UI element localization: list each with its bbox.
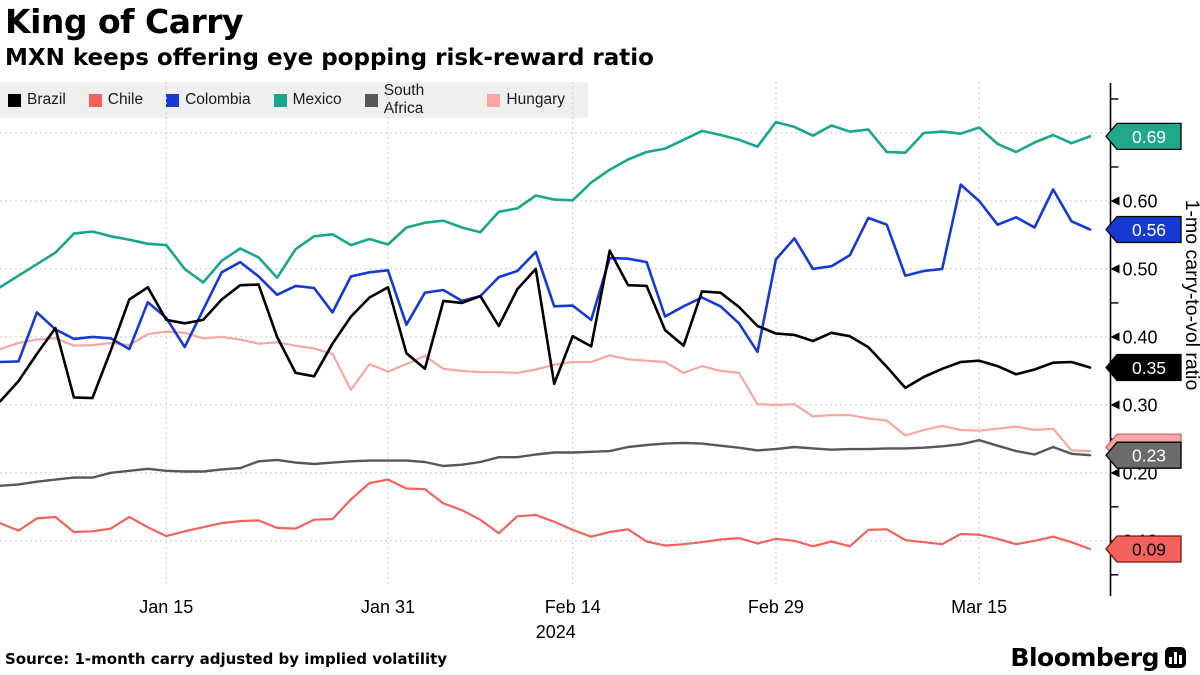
value-badge-mexico bbox=[1105, 122, 1182, 151]
value-badge-label: 0.56 bbox=[1132, 220, 1166, 240]
legend-label: South Africa bbox=[383, 82, 425, 117]
y-tick-arrow bbox=[1110, 468, 1120, 478]
y-tick-arrow bbox=[1110, 400, 1120, 410]
y-tick-arrow bbox=[1110, 264, 1120, 274]
legend-label: Mexico bbox=[292, 91, 342, 108]
legend-label: Chile bbox=[107, 91, 144, 108]
series-line-chile bbox=[0, 478, 1092, 551]
x-tick-label: Jan 31 bbox=[361, 597, 415, 617]
y-tick-label: 0.50 bbox=[1123, 259, 1158, 279]
y-tick-arrow bbox=[1110, 196, 1120, 206]
bloomberg-logo-text: Bloomberg bbox=[1010, 643, 1159, 672]
source-note: Source: 1-month carry adjusted by implie… bbox=[5, 650, 448, 668]
y-tick-label: 0.40 bbox=[1123, 327, 1158, 347]
legend-item-mexico: Mexico bbox=[273, 91, 342, 109]
value-badge-hungary bbox=[1105, 433, 1182, 461]
bloomberg-chart-icon bbox=[1165, 647, 1186, 668]
series-line-hungary bbox=[0, 330, 1092, 453]
y-tick-label: 0.30 bbox=[1123, 395, 1158, 415]
value-badge-brazil bbox=[1105, 353, 1182, 382]
page-title: King of Carry bbox=[5, 2, 244, 41]
legend-swatch bbox=[364, 93, 378, 107]
legend-swatch bbox=[166, 93, 180, 107]
x-tick-label: Feb 29 bbox=[748, 597, 804, 617]
y-tick-label: 0.20 bbox=[1123, 463, 1158, 483]
x-tick-label: Mar 15 bbox=[951, 597, 1007, 617]
chart-legend: Brazil Chile Colombia Mexico South Africa Hun… bbox=[0, 82, 588, 118]
value-badge-colombia bbox=[1105, 215, 1182, 244]
legend-label: Brazil bbox=[27, 91, 66, 108]
series-line-brazil bbox=[0, 249, 1092, 403]
legend-item-hungary: Hungary bbox=[487, 91, 565, 109]
y-tick-label: 0.10 bbox=[1123, 531, 1158, 551]
legend-item-south-africa: South Africa bbox=[364, 82, 465, 118]
legend-item-brazil: Brazil bbox=[8, 91, 66, 109]
series-line-colombia bbox=[0, 183, 1092, 364]
legend-label: Hungary bbox=[506, 91, 565, 108]
value-badge-chile bbox=[1105, 535, 1182, 563]
value-badge-label: 0.35 bbox=[1132, 358, 1166, 378]
legend-swatch bbox=[273, 93, 287, 107]
value-badge-south-africa bbox=[1105, 441, 1182, 469]
x-tick-label: Jan 15 bbox=[139, 597, 193, 617]
value-badge-label: 0.69 bbox=[1132, 127, 1166, 147]
legend-label: Colombia bbox=[185, 91, 251, 108]
x-axis-year: 2024 bbox=[536, 622, 576, 642]
y-axis-title: 1-mo carry-to-vol ratio bbox=[1181, 200, 1200, 391]
value-badge-label: 0.09 bbox=[1132, 539, 1166, 559]
y-tick-arrow bbox=[1110, 332, 1120, 342]
x-tick-label: Feb 14 bbox=[545, 597, 601, 617]
series-line-south-africa bbox=[0, 439, 1092, 487]
legend-item-chile: Chile bbox=[88, 91, 144, 109]
y-tick-label: 0.60 bbox=[1123, 191, 1158, 211]
legend-swatch bbox=[88, 93, 102, 107]
legend-swatch bbox=[487, 93, 501, 107]
page-subtitle: MXN keeps offering eye popping risk-rewa… bbox=[5, 45, 654, 71]
bloomberg-logo: Bloomberg bbox=[1010, 643, 1186, 672]
legend-swatch bbox=[8, 93, 21, 107]
series-line-mexico bbox=[0, 120, 1092, 289]
value-badge-label: 0.23 bbox=[1132, 446, 1166, 466]
legend-item-colombia: Colombia bbox=[166, 91, 251, 109]
y-tick-arrow bbox=[1110, 536, 1120, 546]
